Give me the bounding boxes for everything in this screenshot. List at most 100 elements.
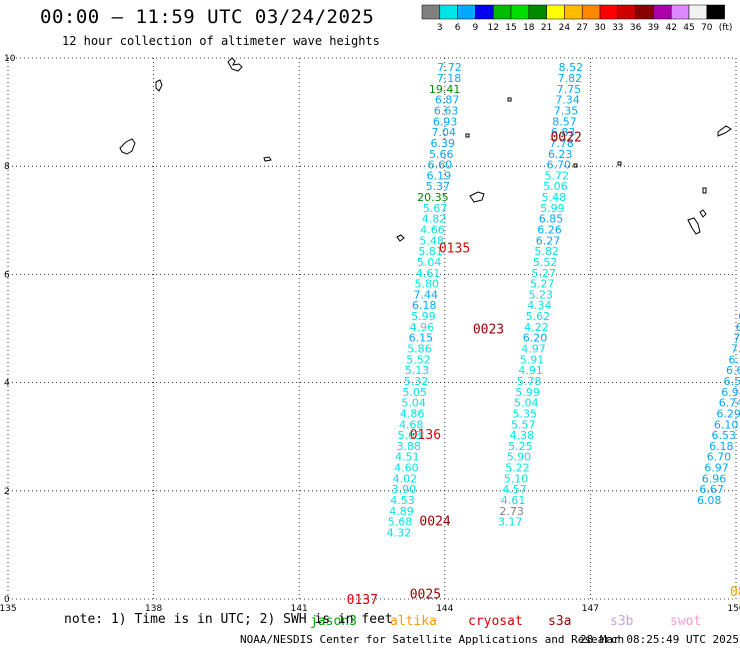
wave-height-label: 6.85 [539,213,564,226]
colorbar-tick-label: 39 [648,23,660,33]
mission-legend-item: swot [670,614,701,629]
wave-height-label: 5.78 [517,375,542,388]
wave-height-label: 7.35 [554,104,579,117]
x-tick-label: 147 [582,604,599,614]
pass-id-label: 0024 [419,515,450,530]
colorbar-tick-label: 27 [576,23,587,33]
wave-height-label: 4.89 [389,505,414,518]
wave-height-label: 4.32 [387,526,412,539]
wave-height-label: 6.20 [523,332,548,345]
island-outline [396,234,405,242]
colorbar-unit-label: (ft) [719,23,733,33]
axis-labels: 0 2 4 6 8 10 135 138 141 144 147 150 [0,54,740,614]
wave-height-label: 4.61 [416,267,441,280]
island-outline [465,133,470,138]
colorbar-tick-label: 9 [473,23,479,33]
data-marks: 7.727.1819.416.876.636.937.046.395.666.6… [387,61,740,539]
y-tick-label: 6 [4,270,10,280]
wave-height-label: 8.57 [552,115,577,128]
wave-height-label: 7.78 [549,137,574,150]
wave-height-label: 6.39 [430,137,455,150]
wave-height-label: 5.82 [534,245,559,258]
island-outline [155,79,163,92]
wave-height-label: 7.34 [555,94,580,107]
wave-height-label: 5.37 [426,180,451,193]
wave-height-label: 5.99 [540,202,565,215]
wave-height-label: 6.08 [697,494,722,507]
colorbar-swatch [492,4,512,20]
wave-height-label: 6.87 [435,94,460,107]
island-outline [263,156,272,162]
wave-height-label: 4.60 [394,462,419,475]
island-outline [227,57,243,72]
island-outline [687,217,701,235]
wave-height-label: 6.94 [721,386,740,399]
grid-lines [7,57,737,600]
pass-id-label: 0022 [550,130,581,145]
colorbar-tick-label: 12 [487,23,498,33]
wave-height-label: 6.63 [726,364,740,377]
wave-height-label: 5.13 [405,364,430,377]
wave-height-label: 6.70 [546,159,571,172]
wave-height-label: 3.90 [392,483,417,496]
island-outline [119,138,136,155]
wave-height-label: 2.73 [499,505,524,518]
wave-height-label: 4.68 [399,418,424,431]
wave-height-label: 7.04 [431,126,456,139]
island-outline [617,161,622,166]
x-tick-label: 150 [727,604,740,614]
wave-height-label: 6.18 [709,440,734,453]
coastline-islands [119,57,732,242]
y-tick-label: 2 [4,487,10,497]
pass-id-label: 0136 [410,428,441,443]
mission-legend-item: jason3 [310,614,357,629]
wave-height-label: 5.63 [397,429,422,442]
wave-height-label: 4.97 [521,343,546,356]
colorbar-swatch [546,4,565,20]
wave-height-label: 6.78 [728,353,740,366]
wave-height-label: 4.57 [502,483,527,496]
wave-height-label: 6.67 [699,483,724,496]
colorbar-swatch [439,4,458,20]
wave-height-label: 6.23 [548,148,573,161]
wave-height-label: 5.23 [529,288,554,301]
colorbar-tick-label: 6 [455,23,461,33]
colorbar-tick-label: 33 [612,23,623,33]
wave-height-label: 4.66 [420,223,445,236]
x-tick-label: 138 [145,604,162,614]
colorbar-swatch [688,4,708,20]
wave-height-label: 4.61 [501,494,526,507]
colorbar-swatch [510,4,530,20]
wave-height-label: 7.78 [731,343,740,356]
page-title: 00:00 – 11:59 UTC 03/24/2025 [40,6,375,28]
wave-height-label: 4.51 [395,451,420,464]
wave-height-label: 6.27 [536,234,561,247]
wave-height-label: 6.18 [412,299,437,312]
pass-id-label: 0137 [347,593,378,608]
mission-legend-item: s3b [610,614,634,629]
wave-height-label: 4.34 [527,299,552,312]
wave-height-label: 6.97 [704,462,729,475]
wave-height-label: 6.29 [716,407,740,420]
colorbar-swatch [635,4,654,20]
y-tick-label: 0 [4,595,10,605]
wave-height-label: 4.53 [390,494,415,507]
wave-height-label: 5.62 [526,310,551,323]
wave-height-label: 19.41 [429,83,461,96]
island-outline [507,97,512,102]
wave-height-label: 6.70 [707,451,732,464]
y-tick-label: 10 [4,54,16,64]
wave-height-label: 5.52 [533,256,558,269]
colorbar-tick-label: 30 [594,23,606,33]
colorbar-tick-label: 3 [437,23,443,33]
colorbar-tick-label: 42 [665,23,676,33]
wave-height-label: 6.74 [719,397,740,410]
wave-height-label: 6.19 [427,169,452,182]
wave-height-label: 5.72 [545,169,570,182]
footnote: note: 1) Time is in UTC; 2) SWH is in fe… [64,612,393,627]
pass-labels: 0022013500230136002400250137080001 [347,130,740,608]
credits-text: NOAA/NESDIS Center for Satellite Applica… [240,633,625,646]
wave-height-label: 5.99 [515,386,540,399]
colorbar-swatch [475,4,494,20]
